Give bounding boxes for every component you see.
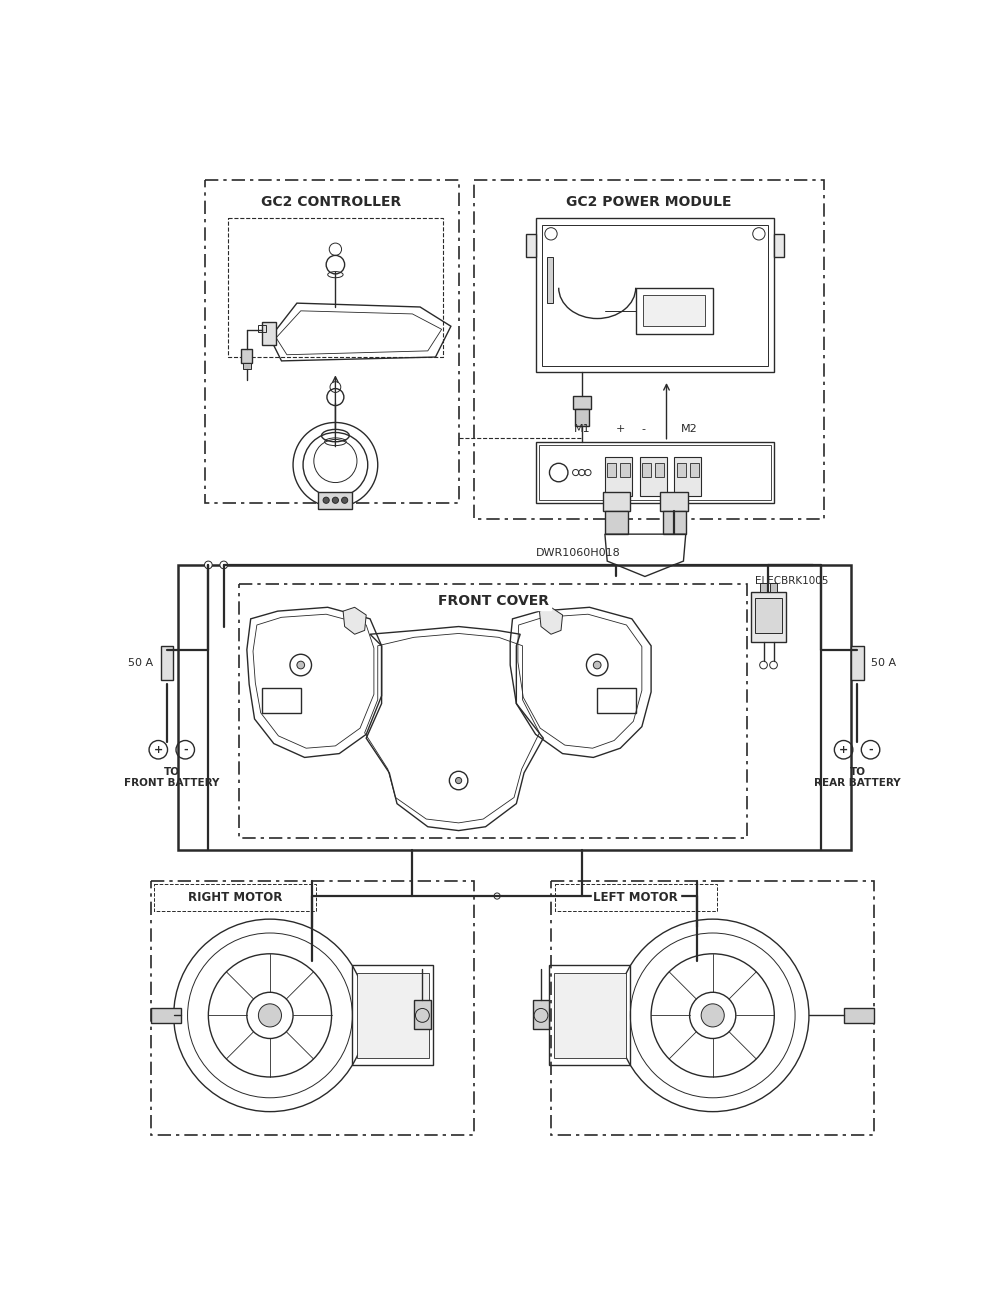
Bar [770, 583, 777, 592]
Bar [243, 363, 251, 370]
Bar [547, 257, 553, 303]
Bar [636, 288, 713, 335]
Bar [526, 234, 536, 257]
Bar [262, 689, 301, 712]
Polygon shape [539, 608, 563, 634]
Bar [262, 323, 276, 345]
Text: GC2 POWER MODULE: GC2 POWER MODULE [566, 195, 732, 209]
Text: -: - [183, 745, 188, 754]
Polygon shape [343, 608, 366, 634]
Bar [357, 972, 429, 1057]
Bar [851, 646, 864, 681]
Bar [774, 234, 784, 257]
Bar [536, 218, 774, 372]
Bar [241, 349, 252, 363]
Circle shape [220, 561, 228, 569]
Circle shape [332, 497, 338, 503]
Text: -: - [641, 423, 645, 434]
Bar [660, 491, 688, 511]
Bar [258, 324, 266, 332]
Text: TO
FRONT BATTERY: TO FRONT BATTERY [124, 767, 219, 788]
Circle shape [323, 497, 329, 503]
Bar [643, 295, 705, 327]
Text: 50 A: 50 A [871, 659, 896, 668]
Bar [533, 1000, 549, 1029]
Bar [151, 881, 474, 1134]
Text: 50 A: 50 A [128, 659, 153, 668]
Bar [677, 463, 686, 477]
Bar [605, 457, 632, 495]
Text: RIGHT MOTOR: RIGHT MOTOR [188, 891, 282, 904]
Circle shape [258, 1004, 282, 1027]
Circle shape [205, 561, 212, 569]
Circle shape [494, 893, 500, 899]
Text: LEFT MOTOR: LEFT MOTOR [593, 891, 678, 904]
Bar [205, 180, 459, 503]
Bar [844, 1008, 874, 1023]
Text: TO
REAR BATTERY: TO REAR BATTERY [814, 767, 901, 788]
Bar [151, 1008, 181, 1023]
Bar [642, 463, 651, 477]
Bar [414, 1000, 431, 1029]
Bar [603, 491, 630, 511]
Bar [178, 565, 851, 850]
Text: FRONT COVER: FRONT COVER [438, 595, 549, 608]
Bar [554, 972, 626, 1057]
Bar [655, 463, 664, 477]
Bar [555, 885, 717, 911]
Bar [573, 396, 591, 409]
Bar [755, 599, 782, 633]
Circle shape [593, 661, 601, 669]
Bar [539, 444, 771, 501]
Bar [575, 409, 589, 426]
Bar [551, 881, 874, 1134]
Bar [474, 180, 824, 519]
Circle shape [456, 778, 462, 784]
Bar [760, 583, 767, 592]
Circle shape [297, 661, 305, 669]
Bar [239, 584, 747, 838]
Text: M1: M1 [573, 423, 590, 434]
Text: +: + [616, 423, 625, 434]
Bar [154, 885, 316, 911]
Bar [228, 218, 443, 357]
Circle shape [342, 497, 348, 503]
Bar [607, 463, 616, 477]
Bar [663, 511, 686, 535]
Text: ELECBRK1005: ELECBRK1005 [755, 575, 828, 586]
Text: DWR1060H018: DWR1060H018 [536, 549, 620, 558]
Text: M2: M2 [681, 423, 698, 434]
Text: -: - [868, 745, 873, 754]
Circle shape [701, 1004, 724, 1027]
Bar [536, 442, 774, 503]
Bar [318, 491, 352, 508]
Bar [690, 463, 699, 477]
Bar [549, 966, 630, 1065]
Bar [674, 457, 701, 495]
Text: +: + [839, 745, 848, 754]
Bar [620, 463, 630, 477]
Bar [751, 592, 786, 642]
Bar [640, 457, 667, 495]
Text: GC2 CONTROLLER: GC2 CONTROLLER [261, 195, 402, 209]
Bar [605, 511, 628, 535]
Text: +: + [154, 745, 163, 754]
Bar [597, 689, 636, 712]
Bar [352, 966, 433, 1065]
Bar [161, 646, 173, 681]
Bar [542, 225, 768, 366]
